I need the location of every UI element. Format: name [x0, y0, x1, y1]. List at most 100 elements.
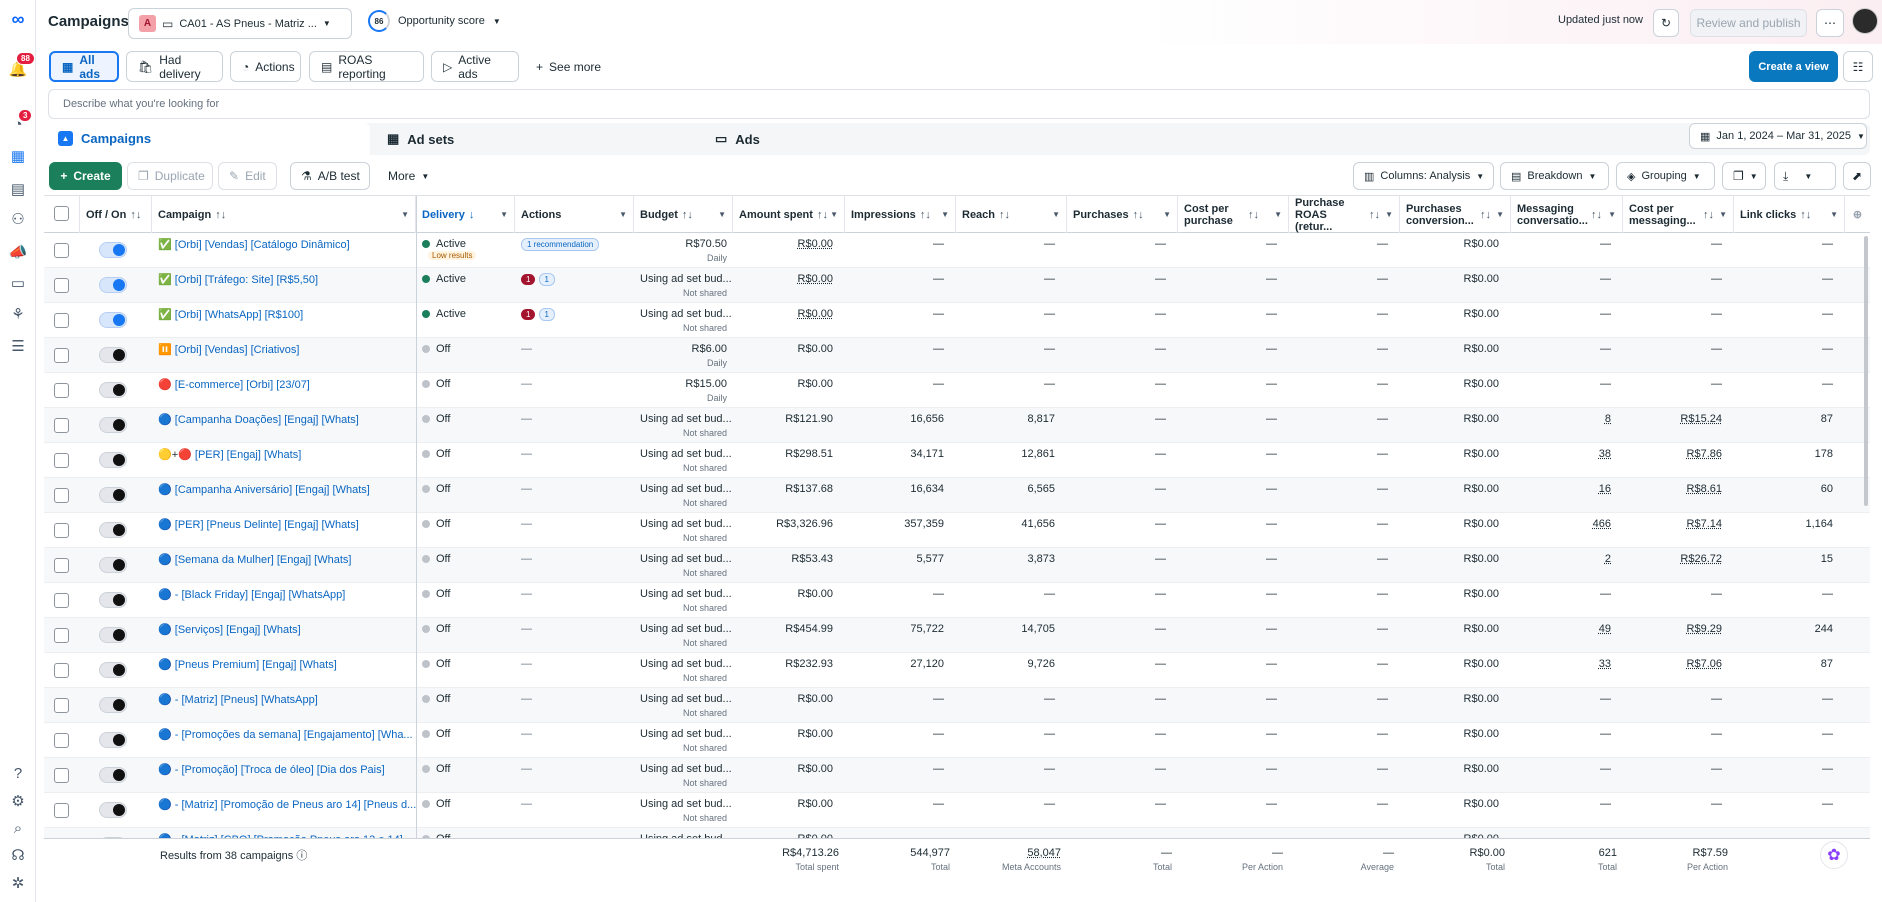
- row-checkbox[interactable]: [54, 453, 69, 468]
- on-off-toggle[interactable]: [99, 522, 127, 538]
- budget-value[interactable]: Using ad set bud...: [640, 728, 732, 740]
- col-cost-per-purchase[interactable]: Cost per purchase ↑↓ ▼: [1178, 196, 1289, 233]
- on-off-toggle[interactable]: [99, 382, 127, 398]
- campaign-name-link[interactable]: - [Black Friday] [Engaj] [WhatsApp]: [174, 589, 346, 601]
- budget-value[interactable]: R$70.50: [685, 238, 727, 250]
- budget-value[interactable]: Using ad set bud...: [640, 448, 732, 460]
- col-purchase-roas[interactable]: Purchase ROAS (retur... ↑↓ ▼: [1289, 196, 1400, 233]
- row-checkbox[interactable]: [54, 523, 69, 538]
- tab-campaigns[interactable]: ▲ Campaigns: [48, 123, 370, 155]
- bug-report-icon[interactable]: ✲: [11, 875, 25, 892]
- campaign-name-link[interactable]: [PER] [Pneus Delinte] [Engaj] [Whats]: [174, 519, 359, 531]
- col-link-clicks[interactable]: Link clicks ↑↓ ▼: [1734, 196, 1845, 233]
- recommendation-badge[interactable]: 1: [538, 308, 555, 321]
- ab-test-button[interactable]: ⚗ A/B test: [290, 162, 370, 190]
- recommendation-badge[interactable]: 1 recommendation: [521, 238, 600, 251]
- table-row[interactable]: 🔵 - [Promoção] [Troca de óleo] [Dia dos …: [44, 758, 1870, 793]
- row-checkbox[interactable]: [54, 628, 69, 643]
- row-checkbox[interactable]: [54, 418, 69, 433]
- messages-icon[interactable]: ◔ 3: [7, 109, 33, 135]
- on-off-toggle[interactable]: [99, 697, 127, 713]
- customize-button[interactable]: ☷: [1843, 51, 1873, 82]
- budget-value[interactable]: Using ad set bud...: [640, 623, 732, 635]
- budget-value[interactable]: Using ad set bud...: [640, 483, 732, 495]
- col-budget[interactable]: Budget ↑↓ ▼: [634, 196, 733, 233]
- search-input[interactable]: Describe what you're looking for: [48, 89, 1870, 119]
- profile-avatar[interactable]: [1852, 8, 1878, 34]
- row-checkbox[interactable]: [54, 663, 69, 678]
- on-off-toggle[interactable]: [99, 627, 127, 643]
- date-range-picker[interactable]: ▦ Jan 1, 2024 – Mar 31, 2025 ▼: [1689, 123, 1867, 149]
- table-row[interactable]: 🔵 - [Matriz] [Pneus] [WhatsApp] Off — Using…: [44, 688, 1870, 723]
- on-off-toggle[interactable]: [99, 312, 127, 328]
- see-more-button[interactable]: + See more: [525, 51, 615, 82]
- audiences-icon[interactable]: ⚇: [11, 211, 25, 228]
- select-all-checkbox[interactable]: [54, 206, 69, 221]
- on-off-toggle[interactable]: [99, 242, 127, 258]
- col-purchases[interactable]: Purchases ↑↓ ▼: [1067, 196, 1178, 233]
- col-purchases-conversion[interactable]: Purchases conversion... ↑↓ ▼: [1400, 196, 1511, 233]
- on-off-toggle[interactable]: [99, 662, 127, 678]
- row-checkbox[interactable]: [54, 733, 69, 748]
- review-publish-button[interactable]: Review and publish: [1690, 9, 1807, 37]
- table-row[interactable]: 🟡+🔴 [PER] [Engaj] [Whats] Off — Using ad se…: [44, 443, 1870, 478]
- table-row[interactable]: ⏸️ [Orbi] [Vendas] [Criativos] Off — R$6.00…: [44, 338, 1870, 373]
- megaphone-icon[interactable]: 📣: [8, 244, 28, 261]
- duplicate-button[interactable]: ❐ Duplicate: [127, 162, 213, 190]
- view-roas-reporting[interactable]: ▤ ROAS reporting: [309, 51, 424, 82]
- notifications-icon[interactable]: 🔔 88: [7, 52, 35, 80]
- table-row[interactable]: 🔵 [Campanha Aniversário] [Engaj] [Whats]…: [44, 478, 1870, 513]
- budget-value[interactable]: Using ad set bud...: [640, 553, 732, 565]
- more-button[interactable]: More ▼: [378, 162, 438, 190]
- campaign-name-link[interactable]: - [Matriz] [Pneus] [WhatsApp]: [174, 694, 318, 706]
- table-row[interactable]: 🔵 [PER] [Pneus Delinte] [Engaj] [Whats] O…: [44, 513, 1870, 548]
- error-badge[interactable]: 1: [521, 309, 536, 320]
- breakdown-button[interactable]: ▤ Breakdown ▼: [1500, 162, 1609, 190]
- export-button[interactable]: ⤓ ▼: [1774, 162, 1836, 190]
- campaign-name-link[interactable]: [Semana da Mulher] [Engaj] [Whats]: [174, 554, 352, 566]
- campaign-name-link[interactable]: [Pneus Premium] [Engaj] [Whats]: [174, 659, 337, 671]
- col-actions[interactable]: Actions ▼: [515, 196, 634, 233]
- col-amount-spent[interactable]: Amount spent ↑↓ ▼: [733, 196, 845, 233]
- col-delivery[interactable]: Delivery ↓ ▼: [416, 196, 515, 233]
- on-off-toggle[interactable]: [99, 417, 127, 433]
- campaign-name-link[interactable]: [Campanha Aniversário] [Engaj] [Whats]: [174, 484, 370, 496]
- budget-value[interactable]: R$15.00: [685, 378, 727, 390]
- tab-adsets[interactable]: ▦ Ad sets: [377, 123, 699, 155]
- col-off-on[interactable]: Off / On ↑↓: [80, 196, 152, 233]
- row-checkbox[interactable]: [54, 348, 69, 363]
- budget-value[interactable]: Using ad set bud...: [640, 588, 732, 600]
- on-off-toggle[interactable]: [99, 802, 127, 818]
- reports-icon[interactable]: ▤: [10, 181, 26, 198]
- view-all-ads[interactable]: ▦ All ads: [49, 51, 119, 82]
- campaign-name-link[interactable]: [Orbi] [Tráfego: Site] [R$5,50]: [174, 274, 319, 286]
- table-row[interactable]: 🔵 [Serviços] [Engaj] [Whats] Off — Using ad…: [44, 618, 1870, 653]
- budget-value[interactable]: Using ad set bud...: [640, 693, 732, 705]
- col-campaign[interactable]: Campaign ↑↓ ▼: [152, 196, 416, 233]
- table-row[interactable]: ✅ [Orbi] [WhatsApp] [R$100] Active 1 1 Usin…: [44, 303, 1870, 338]
- support-icon[interactable]: ☊: [11, 847, 25, 864]
- row-checkbox[interactable]: [54, 313, 69, 328]
- campaign-name-link[interactable]: [Orbi] [Vendas] [Catálogo Dinâmico]: [174, 239, 350, 251]
- campaign-name-link[interactable]: [PER] [Engaj] [Whats]: [194, 449, 302, 461]
- budget-value[interactable]: Using ad set bud...: [640, 798, 732, 810]
- table-row[interactable]: 🔵 [Campanha Doações] [Engaj] [Whats] Off —…: [44, 408, 1870, 443]
- tab-ads[interactable]: ▭ Ads: [705, 123, 1027, 155]
- budget-value[interactable]: Using ad set bud...: [640, 518, 732, 530]
- table-row[interactable]: 🔵 [Pneus Premium] [Engaj] [Whats] Off — Usi…: [44, 653, 1870, 688]
- row-checkbox[interactable]: [54, 243, 69, 258]
- assistant-flower-icon[interactable]: ✿: [1820, 841, 1848, 869]
- budget-value[interactable]: Using ad set bud...: [640, 763, 732, 775]
- table-row[interactable]: 🔵 - [Black Friday] [Engaj] [WhatsApp] Off…: [44, 583, 1870, 618]
- view-settings-button[interactable]: ❐ ▼: [1722, 162, 1766, 190]
- columns-button[interactable]: ▥ Columns: Analysis ▼: [1353, 162, 1494, 190]
- row-checkbox[interactable]: [54, 488, 69, 503]
- row-checkbox[interactable]: [54, 803, 69, 818]
- row-checkbox[interactable]: [54, 278, 69, 293]
- campaign-name-link[interactable]: [Orbi] [WhatsApp] [R$100]: [174, 309, 304, 321]
- edit-button[interactable]: ✎ Edit: [218, 162, 277, 190]
- refresh-button[interactable]: ↻: [1653, 9, 1679, 37]
- more-options-button[interactable]: ⋯: [1816, 9, 1844, 37]
- table-row[interactable]: 🔵 - [Matriz] [Promoção de Pneus aro 14] …: [44, 793, 1870, 828]
- table-row[interactable]: 🔵 [Semana da Mulher] [Engaj] [Whats] Off —…: [44, 548, 1870, 583]
